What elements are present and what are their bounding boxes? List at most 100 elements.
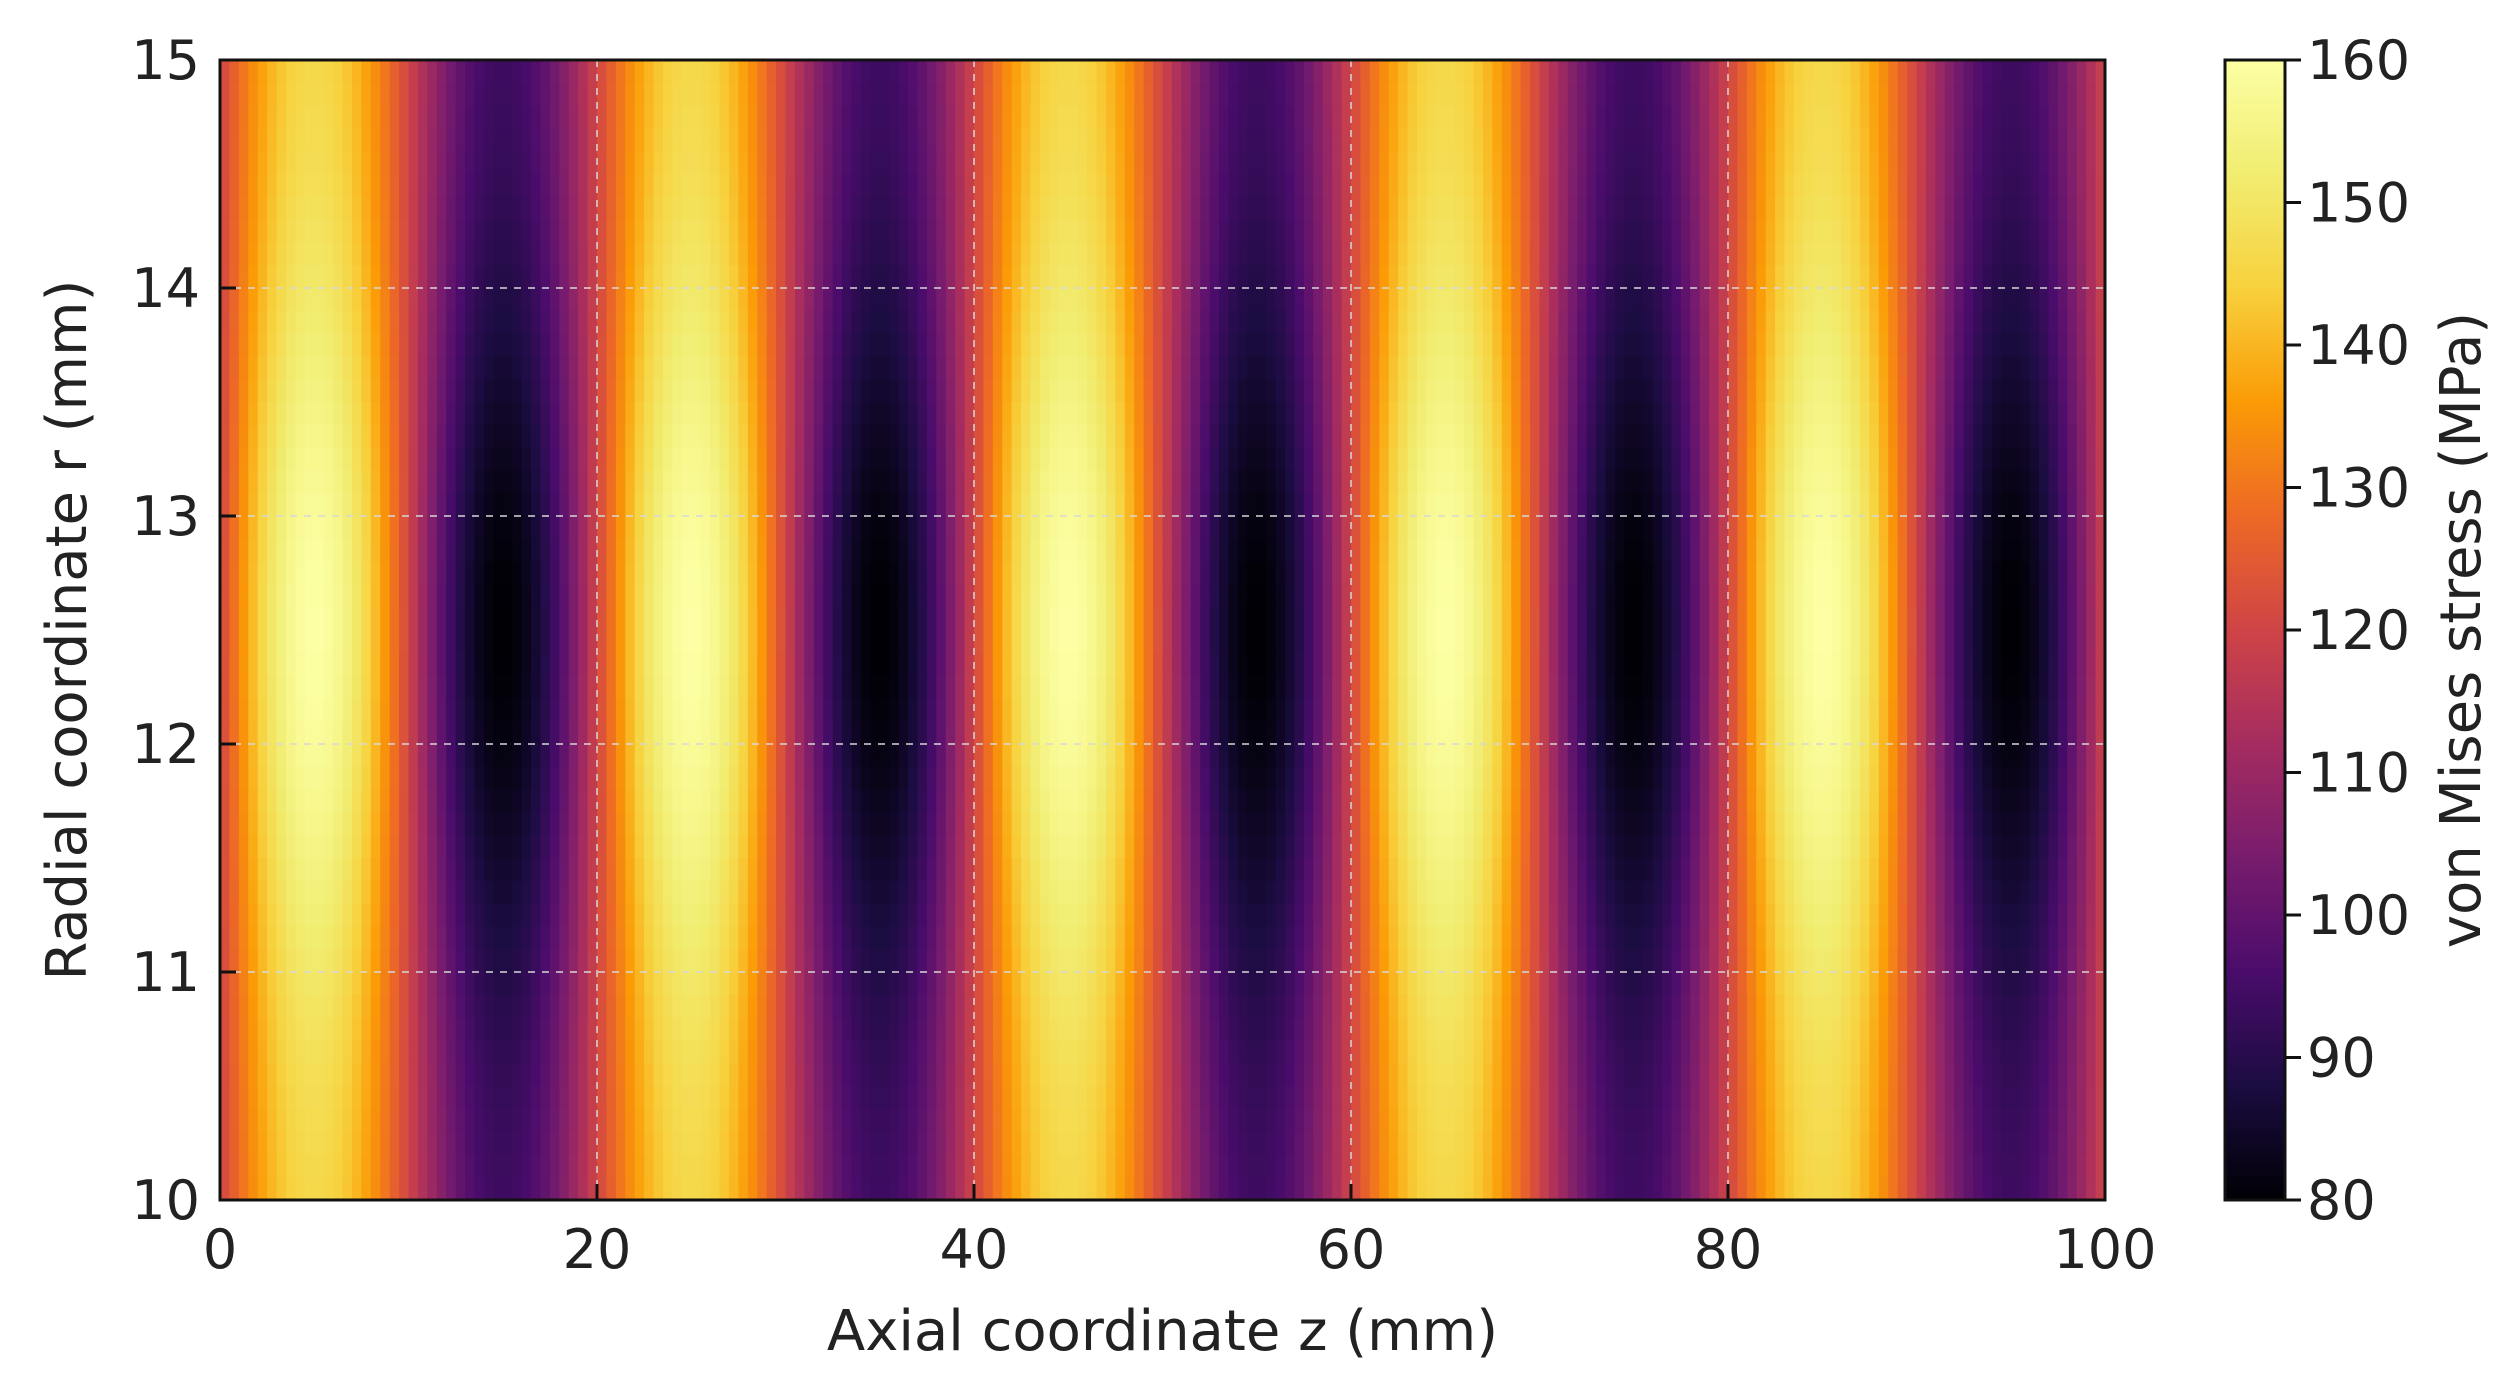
- heatmap-cell: [832, 493, 843, 517]
- heatmap-cell: [700, 493, 711, 517]
- heatmap-cell: [898, 356, 909, 380]
- heatmap-cell: [1105, 424, 1116, 449]
- heatmap-cell: [1190, 356, 1201, 380]
- heatmap-cell: [521, 174, 532, 198]
- heatmap-cell: [257, 196, 268, 221]
- heatmap-cell: [587, 538, 598, 563]
- heatmap-cell: [1954, 470, 1965, 494]
- heatmap-cell: [1746, 60, 1757, 84]
- heatmap-cell: [1049, 288, 1060, 312]
- heatmap-cell: [1209, 470, 1220, 494]
- heatmap-cell: [1973, 196, 1984, 221]
- heatmap-cell: [1935, 196, 1946, 221]
- heatmap-cell: [1756, 402, 1767, 426]
- heatmap-cell: [662, 219, 673, 243]
- heatmap-cell: [1124, 470, 1135, 494]
- heatmap-cell: [361, 196, 372, 221]
- heatmap-cell: [399, 402, 410, 426]
- heatmap-cell: [285, 82, 296, 107]
- heatmap-cell: [1369, 82, 1380, 107]
- heatmap-cell: [1379, 470, 1390, 494]
- heatmap-cell: [2095, 379, 2106, 403]
- heatmap-cell: [2095, 105, 2106, 129]
- heatmap-cell: [1058, 333, 1069, 357]
- heatmap-cell: [1219, 493, 1230, 517]
- heatmap-cell: [1793, 470, 1804, 494]
- heatmap-cell: [964, 379, 975, 403]
- heatmap-cell: [1624, 584, 1635, 608]
- heatmap-cell: [1718, 219, 1729, 243]
- heatmap-cell: [568, 538, 579, 563]
- heatmap-cell: [606, 402, 617, 426]
- heatmap-cell: [465, 174, 476, 198]
- heatmap-cell: [1973, 516, 1984, 540]
- heatmap-cell: [474, 402, 485, 426]
- heatmap-cell: [1699, 607, 1710, 631]
- heatmap-cell: [417, 493, 428, 517]
- heatmap-cell: [1058, 60, 1069, 84]
- heatmap-cell: [1303, 288, 1314, 312]
- heatmap-cell: [1162, 561, 1173, 585]
- heatmap-cell: [1944, 242, 1955, 266]
- heatmap-cell: [860, 333, 871, 357]
- heatmap-cell: [370, 196, 381, 221]
- heatmap-cell: [1068, 470, 1079, 494]
- heatmap-cell: [1652, 242, 1663, 266]
- heatmap-cell: [964, 60, 975, 84]
- heatmap-cell: [1963, 60, 1974, 84]
- heatmap-cell: [2076, 356, 2087, 380]
- heatmap-cell: [1058, 447, 1069, 471]
- heatmap-cell: [559, 493, 570, 517]
- heatmap-cell: [662, 424, 673, 449]
- heatmap-cell: [333, 379, 344, 403]
- heatmap-cell: [408, 356, 419, 380]
- heatmap-cell: [531, 538, 542, 563]
- heatmap-cell: [842, 516, 853, 540]
- heatmap-cell: [597, 402, 608, 426]
- heatmap-cell: [1398, 151, 1409, 175]
- heatmap-cell: [1643, 584, 1654, 608]
- heatmap-cell: [1096, 379, 1107, 403]
- heatmap-cell: [1002, 470, 1013, 494]
- heatmap-cell: [1407, 265, 1418, 289]
- heatmap-cell: [1464, 310, 1475, 335]
- heatmap-cell: [1219, 584, 1230, 608]
- heatmap-cell: [1709, 265, 1720, 289]
- heatmap-cell: [1935, 310, 1946, 335]
- heatmap-cell: [1360, 196, 1371, 221]
- heatmap-cell: [681, 219, 692, 243]
- heatmap-cell: [1294, 174, 1305, 198]
- heatmap-cell: [578, 584, 589, 608]
- heatmap-cell: [1784, 265, 1795, 289]
- heatmap-cell: [2086, 356, 2097, 380]
- heatmap-cell: [1341, 516, 1352, 540]
- heatmap-cell: [1039, 128, 1050, 152]
- heatmap-cell: [1878, 424, 1889, 449]
- heatmap-cell: [1285, 219, 1296, 243]
- heatmap-cell: [229, 174, 240, 198]
- heatmap-cell: [380, 333, 391, 357]
- heatmap-cell: [2020, 242, 2031, 266]
- heatmap-cell: [1671, 174, 1682, 198]
- heatmap-cell: [1030, 516, 1041, 540]
- heatmap-cell: [1954, 379, 1965, 403]
- heatmap-cell: [606, 561, 617, 585]
- heatmap-cell: [1143, 265, 1154, 289]
- heatmap-cell: [1416, 265, 1427, 289]
- heatmap-cell: [1746, 333, 1757, 357]
- heatmap-cell: [1652, 379, 1663, 403]
- heatmap-cell: [1652, 151, 1663, 175]
- heatmap-cell: [1341, 356, 1352, 380]
- heatmap-cell: [1567, 607, 1578, 631]
- heatmap-cell: [1812, 105, 1823, 129]
- heatmap-cell: [1530, 333, 1541, 357]
- heatmap-cell: [276, 288, 287, 312]
- heatmap-cell: [1925, 402, 1936, 426]
- heatmap-cell: [2020, 538, 2031, 563]
- heatmap-cell: [662, 447, 673, 471]
- heatmap-cell: [314, 174, 325, 198]
- heatmap-cell: [1916, 242, 1927, 266]
- heatmap-cell: [474, 60, 485, 84]
- heatmap-cell: [870, 128, 881, 152]
- heatmap-cell: [691, 196, 702, 221]
